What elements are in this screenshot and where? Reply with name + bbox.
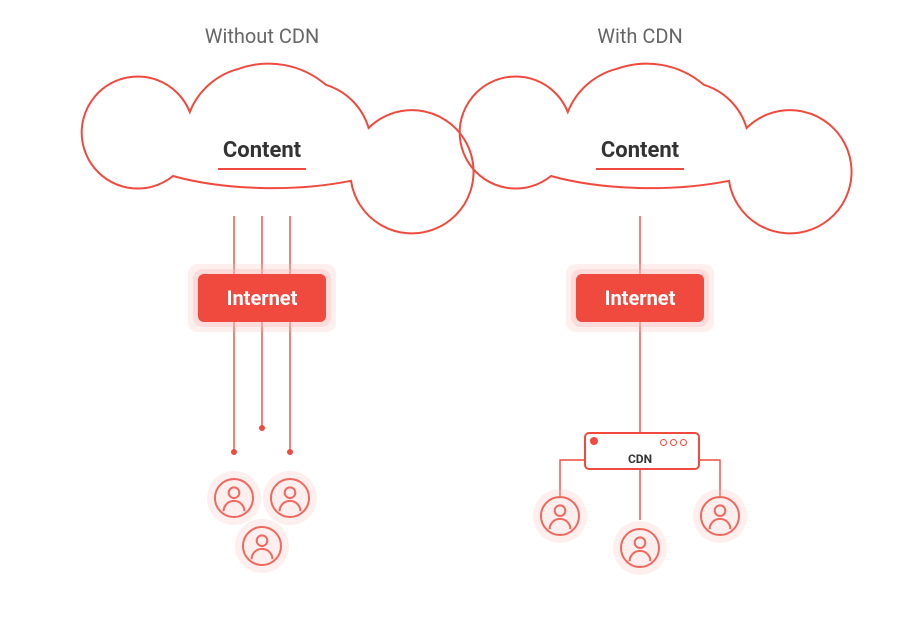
user-halo [207, 471, 261, 525]
left-cloud-label: Content [202, 138, 322, 163]
cdn-led [670, 439, 677, 446]
left-title: Without CDN [162, 24, 362, 48]
left-underline [218, 168, 306, 170]
cdn-led [680, 439, 687, 446]
user-halo [263, 471, 317, 525]
user-halo [533, 489, 587, 543]
right-cloud-label: Content [580, 138, 700, 163]
user-halo [693, 489, 747, 543]
cdn-led [660, 439, 667, 446]
line-endpoint-dot [231, 449, 237, 455]
line-endpoint-dot [287, 449, 293, 455]
right-title: With CDN [540, 24, 740, 48]
line-endpoint-dot [259, 425, 265, 431]
cdn-led [590, 437, 598, 445]
internet-box: Internet [576, 274, 704, 322]
right-underline [596, 168, 684, 170]
user-halo [613, 521, 667, 575]
cdn-label: CDN [610, 452, 670, 466]
internet-box: Internet [198, 274, 326, 322]
user-halo [235, 519, 289, 573]
